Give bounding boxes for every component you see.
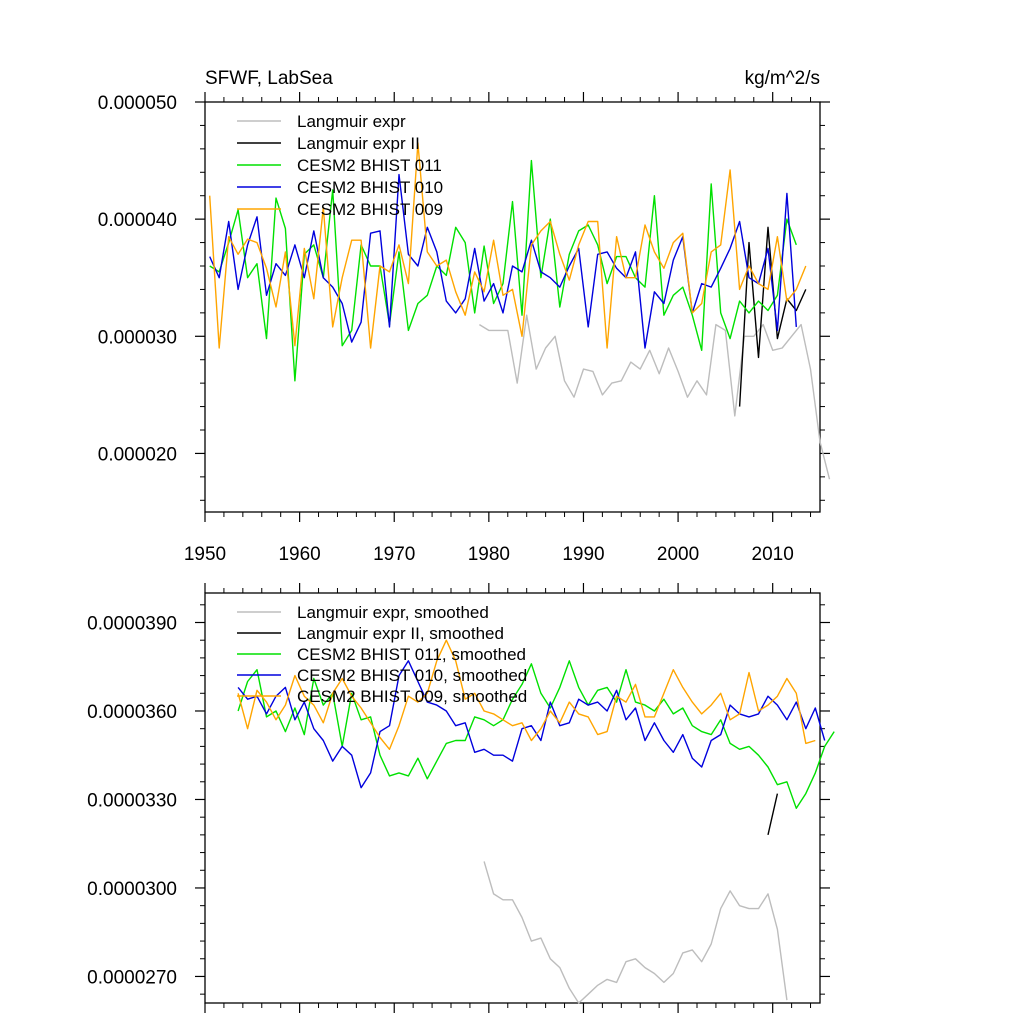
top-plot-frame xyxy=(204,101,821,513)
bottom-legend-label-4: CESM2 BHIST 010, smoothed xyxy=(297,666,527,685)
top-legend-label-4: CESM2 BHIST 010 xyxy=(297,178,443,197)
bottom-legend-label-3: CESM2 BHIST 011, smoothed xyxy=(297,645,526,664)
top-legend-label-1: Langmuir expr xyxy=(297,112,406,131)
bottom-panel: 0.0000270 0.0000300 0.0000330 0.0000360 0.00… xyxy=(87,583,835,1013)
top-x-tick-label: 2000 xyxy=(657,544,699,565)
bottom-y-tick-label: 0.0000330 xyxy=(87,790,177,811)
bottom-series-line-1 xyxy=(483,861,788,1004)
top-series-line-1 xyxy=(479,314,831,480)
top-panel: SFWF, LabSea kg/m^2/s 1950 1960 1970 1980 19… xyxy=(98,68,831,565)
top-series-line-5 xyxy=(209,142,807,349)
top-panel-title: SFWF, LabSea xyxy=(205,68,333,89)
top-y-tick-label: 0.000030 xyxy=(98,327,177,348)
bottom-plot-frame xyxy=(204,592,821,1004)
top-panel-units: kg/m^2/s xyxy=(745,68,820,89)
bottom-legend-label-1: Langmuir expr, smoothed xyxy=(297,603,489,622)
bottom-series-line-4 xyxy=(237,660,826,789)
top-x-tick-label: 1960 xyxy=(278,544,320,565)
top-x-tick-label: 1980 xyxy=(468,544,510,565)
top-legend-label-5: CESM2 BHIST 009 xyxy=(297,200,443,219)
bottom-series-line-3 xyxy=(237,660,835,809)
bottom-y-tick-label: 0.0000270 xyxy=(87,967,177,988)
top-y-tick-label: 0.000020 xyxy=(98,444,177,465)
bottom-y-tick-label: 0.0000300 xyxy=(87,879,177,900)
top-x-tick-label: 1990 xyxy=(562,544,604,565)
bottom-series-line-2 xyxy=(767,793,779,836)
bottom-legend-label-2: Langmuir expr II, smoothed xyxy=(297,624,504,643)
top-legend-label-3: CESM2 BHIST 011 xyxy=(297,156,442,175)
bottom-legend-label-5: CESM2 BHIST 009, smoothed xyxy=(297,687,527,706)
bottom-series-line-5 xyxy=(237,639,816,750)
top-x-tick-label: 2010 xyxy=(752,544,794,565)
bottom-y-tick-label: 0.0000360 xyxy=(87,702,177,723)
top-legend-label-2: Langmuir expr II xyxy=(297,134,420,153)
top-x-tick-label: 1970 xyxy=(373,544,415,565)
top-x-tick-label: 1950 xyxy=(184,544,226,565)
top-series-line-3 xyxy=(209,159,797,382)
bottom-y-tick-label: 0.0000390 xyxy=(87,613,177,634)
top-y-tick-label: 0.000050 xyxy=(98,93,177,114)
top-y-tick-label: 0.000040 xyxy=(98,210,177,231)
